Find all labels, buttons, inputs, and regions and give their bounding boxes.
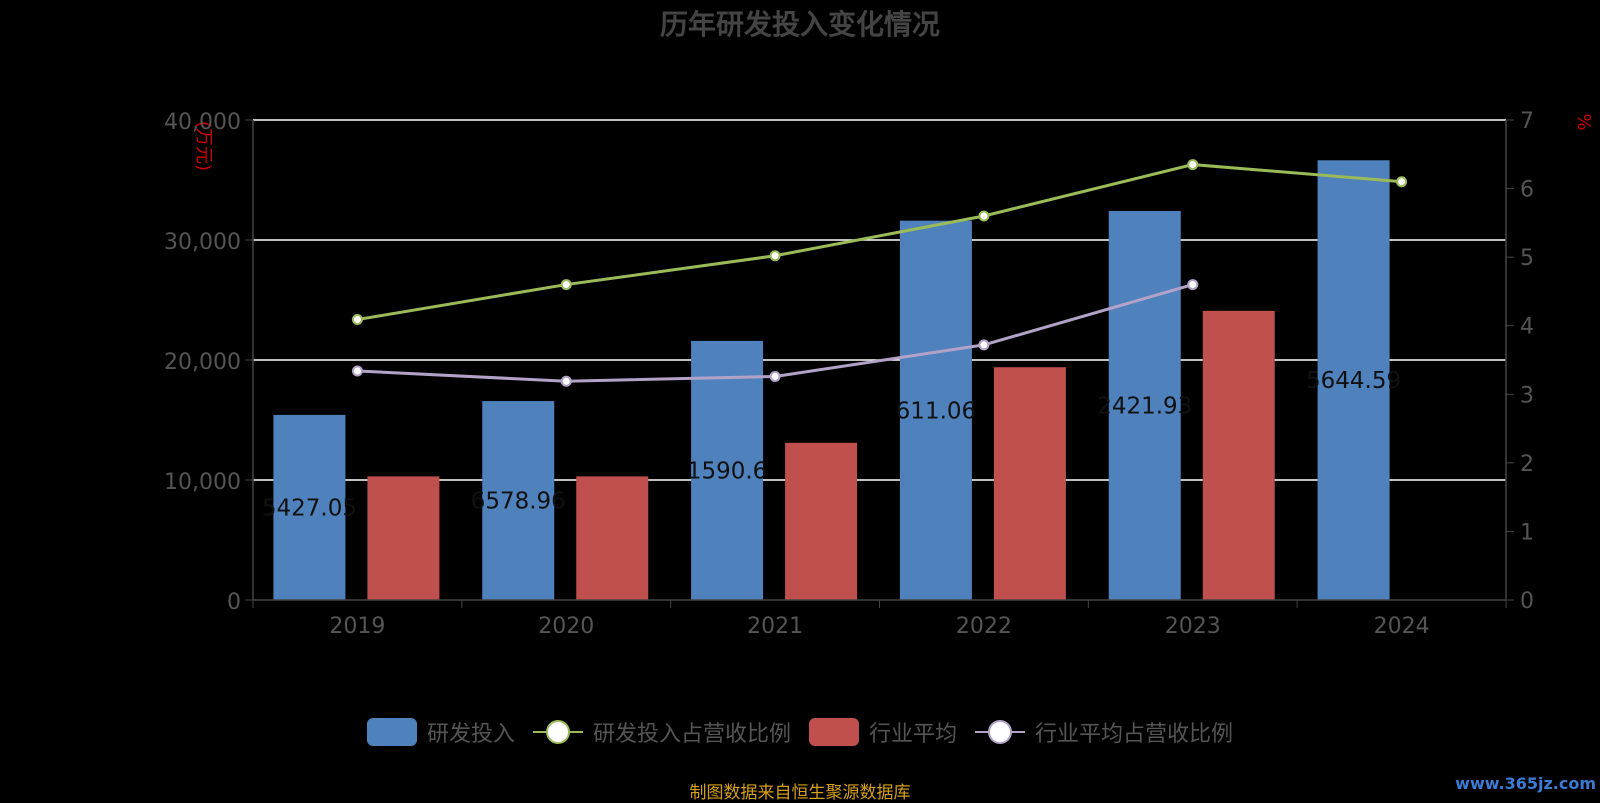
bar [482, 401, 555, 600]
y-left-tick-label: 40,000 [164, 110, 241, 135]
y-left-unit-label: (万元) [193, 121, 214, 171]
legend-label-rd: 研发投入 [426, 722, 515, 747]
legend: 研发投入 研发投入占营收比例 行业平均 行业平均占营收比例 [0, 716, 1600, 748]
x-tick-label: 2024 [1374, 614, 1430, 639]
x-tick-label: 2022 [956, 614, 1012, 639]
bar [993, 367, 1066, 600]
x-tick-label: 2020 [538, 614, 594, 639]
x-tick-label: 2023 [1165, 614, 1221, 639]
bar [273, 414, 346, 600]
bar [899, 220, 972, 600]
y-right-tick-label: 0 [1520, 589, 1534, 614]
chart-title: 历年研发投入变化情况 [660, 8, 940, 41]
series-point [1396, 176, 1408, 188]
series-point [351, 314, 363, 326]
series-point [769, 370, 781, 382]
series-point [351, 365, 363, 377]
bar [1202, 310, 1275, 600]
legend-swatch-industry [809, 718, 859, 746]
bar [367, 476, 440, 600]
y-right-tick-label: 2 [1520, 452, 1534, 477]
series-point [1187, 279, 1199, 291]
bar-data-label: 5427.05 [262, 495, 357, 521]
series-point [560, 375, 572, 387]
legend-swatch-industry-ratio [975, 718, 1026, 746]
y-right-unit-label: % [1573, 113, 1594, 130]
legend-item-rd-ratio[interactable]: 研发投入占营收比例 [532, 716, 791, 748]
y-left-tick-label: 10,000 [164, 470, 241, 495]
legend-item-industry-ratio[interactable]: 行业平均占营收比例 [975, 716, 1233, 748]
y-right-tick-label: 3 [1520, 383, 1534, 408]
y-right-tick-label: 4 [1520, 315, 1534, 340]
bar [785, 442, 858, 600]
bar [1317, 160, 1390, 600]
series-point [978, 210, 990, 222]
series-line [357, 163, 1402, 322]
bar [1108, 210, 1181, 601]
legend-item-rd[interactable]: 研发投入 [366, 716, 515, 748]
y-right-tick-label: 7 [1520, 109, 1534, 134]
legend-swatch-rd [366, 718, 417, 746]
legend-label-industry-ratio: 行业平均占营收比例 [1035, 722, 1234, 747]
x-tick-label: 2019 [329, 614, 385, 639]
series-point [1187, 159, 1199, 171]
y-right-tick-label: 1 [1520, 520, 1534, 545]
watermark: www.365jz.com [1455, 774, 1596, 793]
series-point [978, 339, 990, 351]
legend-label-industry: 行业平均 [869, 722, 958, 747]
y-right-tick-label: 5 [1520, 246, 1534, 271]
y-right-tick-label: 6 [1520, 178, 1534, 203]
bar-data-label: 1590.6 [687, 458, 767, 484]
y-left-tick-label: 30,000 [164, 230, 241, 255]
legend-swatch-rd-ratio [532, 718, 583, 746]
x-tick-label: 2021 [747, 614, 803, 639]
bar [576, 476, 649, 600]
y-left-tick-label: 0 [227, 590, 241, 615]
series-point [769, 250, 781, 262]
y-left-tick-label: 20,000 [164, 350, 241, 375]
source-footer: 制图数据来自恒生聚源数据库 [689, 783, 911, 803]
bar-data-label: 6578.96 [471, 489, 566, 515]
bar-data-label: 5644.59 [1306, 368, 1401, 394]
bar-data-label: 611.06 [896, 398, 976, 424]
bar-data-label: 2421.93 [1097, 393, 1192, 419]
legend-item-industry[interactable]: 行业平均 [809, 716, 957, 748]
bar [691, 340, 764, 600]
series-point [560, 279, 572, 291]
legend-label-rd-ratio: 研发投入占营收比例 [592, 722, 791, 747]
